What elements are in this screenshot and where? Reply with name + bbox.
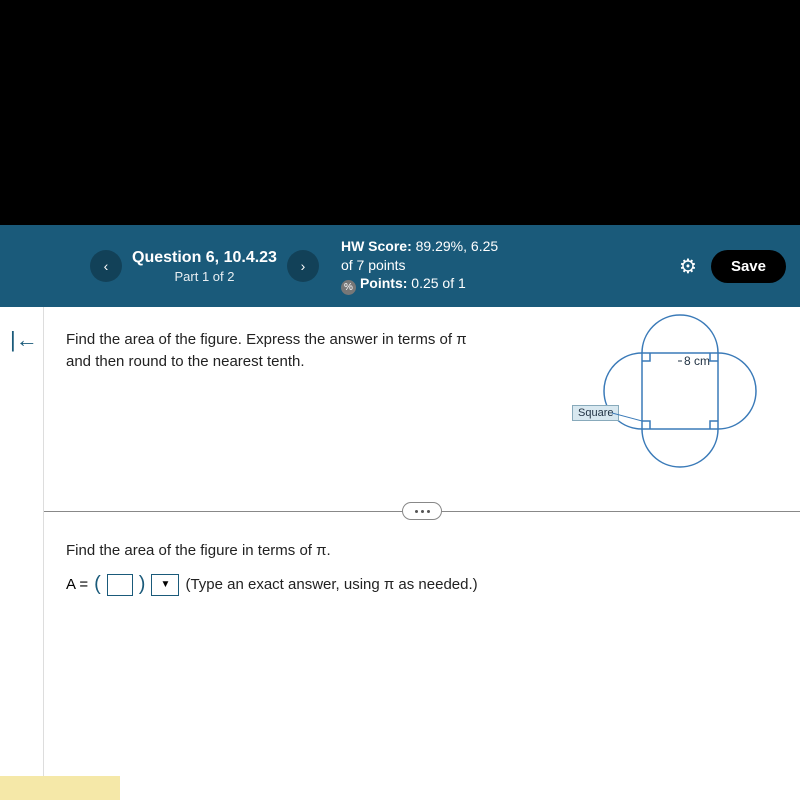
- highlight-bar: [0, 776, 120, 800]
- close-paren: ): [139, 573, 146, 596]
- answer-hint: (Type an exact answer, using π as needed…: [185, 576, 477, 593]
- answer-prompt: Find the area of the figure in terms of …: [66, 542, 782, 559]
- prev-question-button[interactable]: ‹: [90, 250, 122, 282]
- content-divider: [44, 502, 800, 520]
- problem-prompt: Find the area of the figure. Express the…: [66, 329, 486, 373]
- left-column: |←: [0, 307, 44, 800]
- points-label: Points:: [360, 275, 407, 291]
- points-value: 0.25 of 1: [411, 275, 466, 291]
- unit-dropdown[interactable]: ▼: [151, 574, 179, 596]
- points-icon: %: [341, 280, 356, 295]
- hw-score-line2: of 7 points: [341, 256, 498, 275]
- answer-input[interactable]: [107, 574, 133, 596]
- score-block: HW Score: 89.29%, 6.25 of 7 points % Poin…: [341, 237, 498, 296]
- save-button[interactable]: Save: [711, 250, 786, 283]
- gear-icon[interactable]: ⚙: [679, 254, 697, 279]
- question-part: Part 1 of 2: [132, 269, 277, 284]
- hw-score-value: 89.29%, 6.25: [416, 238, 499, 254]
- question-title: Question 6, 10.4.23: [132, 249, 277, 267]
- more-ellipsis-button[interactable]: [402, 502, 442, 520]
- question-header: ‹ Question 6, 10.4.23 Part 1 of 2 › HW S…: [0, 225, 800, 307]
- side-length-label: 8 cm: [684, 354, 710, 368]
- geometry-figure: 8 cm Square: [570, 313, 780, 473]
- a-equals-label: A =: [66, 576, 88, 593]
- hw-score-label: HW Score:: [341, 238, 412, 254]
- next-question-button[interactable]: ›: [287, 250, 319, 282]
- back-arrow-icon[interactable]: |←: [0, 307, 43, 353]
- open-paren: (: [94, 573, 101, 596]
